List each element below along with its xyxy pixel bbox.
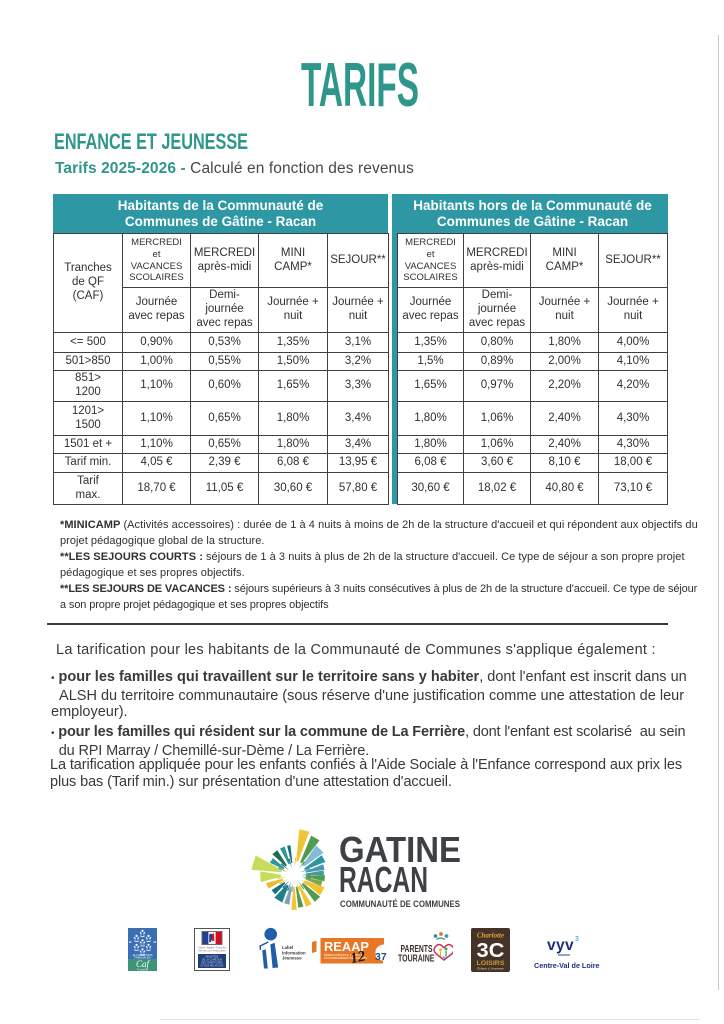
svg-text:ENFANCE ET JEUNESSE: ENFANCE ET JEUNESSE xyxy=(54,131,248,153)
svg-text:Jeunesse: Jeunesse xyxy=(282,956,302,961)
svg-text:Information: Information xyxy=(282,950,306,955)
svg-text:Liberté • Égalité • Fraternité: Liberté • Égalité • Fraternité xyxy=(198,946,227,949)
svg-text:TOURAINE: TOURAINE xyxy=(398,954,435,965)
svg-text:FAMILIALES: FAMILIALES xyxy=(134,956,151,960)
svg-text:DE LA COHÉSION: DE LA COHÉSION xyxy=(202,959,222,962)
svg-text:3C: 3C xyxy=(477,940,505,962)
svg-text:D'ACCOMPAGNEMENT DES PARENTS: D'ACCOMPAGNEMENT DES PARENTS xyxy=(324,956,367,960)
svg-text:GATINE: GATINE xyxy=(339,830,461,870)
svg-text:REAAP: REAAP xyxy=(324,940,369,954)
svg-text:Caf: Caf xyxy=(136,959,151,969)
svg-text:RÉSEAU D'ÉCOUTE, D'APPUI ET: RÉSEAU D'ÉCOUTE, D'APPUI ET xyxy=(324,952,364,957)
svg-text:37: 37 xyxy=(375,951,387,963)
svg-text:ALLOCATIONS: ALLOCATIONS xyxy=(132,953,152,957)
svg-text:Échecs & Jeunesse: Échecs & Jeunesse xyxy=(477,966,504,971)
svg-text:COMMUNAUTÉ DE COMMUNES: COMMUNAUTÉ DE COMMUNES xyxy=(340,899,460,909)
svg-text:Centre-Val de Loire: Centre-Val de Loire xyxy=(534,961,600,970)
svg-text:PARENTS: PARENTS xyxy=(401,944,433,955)
svg-text:3: 3 xyxy=(575,936,579,943)
svg-text:TARIFS: TARIFS xyxy=(301,56,419,110)
svg-text:vyv: vyv xyxy=(547,937,574,954)
svg-text:Touraine: Touraine xyxy=(137,967,149,971)
svg-text:ET DES RELATIONS: ET DES RELATIONS xyxy=(201,965,224,968)
svg-text:12: 12 xyxy=(349,948,367,966)
svg-text:Label: Label xyxy=(282,945,293,950)
svg-text:Charlotte: Charlotte xyxy=(477,932,504,940)
svg-text:RACAN: RACAN xyxy=(339,859,428,900)
svg-text:LOISIRS: LOISIRS xyxy=(477,960,506,967)
svg-text:RÉPUBLIQUE FRANÇAISE: RÉPUBLIQUE FRANÇAISE xyxy=(198,949,226,952)
svg-text:DES TERRITOIRES: DES TERRITOIRES xyxy=(201,962,223,965)
svg-text:MINISTÈRE: MINISTÈRE xyxy=(205,956,218,959)
